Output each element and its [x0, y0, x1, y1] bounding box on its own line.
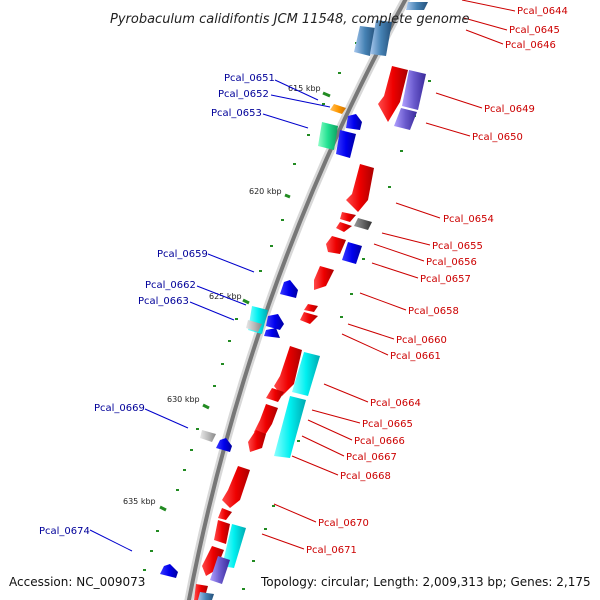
gene-pcal-0666[interactable]: [254, 404, 278, 440]
gene-pcal-0665[interactable]: [266, 388, 284, 402]
gene-pcal-0649-b[interactable]: [402, 70, 426, 110]
gene-label-pcal-0670[interactable]: Pcal_0670: [318, 518, 369, 529]
gene-pcal-0659[interactable]: [280, 280, 298, 298]
gene-pcal-0661[interactable]: [300, 312, 318, 324]
gene-label-pcal-0656[interactable]: Pcal_0656: [426, 257, 477, 268]
scale-tick-label: 635 kbp: [123, 497, 156, 506]
scale-tick-label: 630 kbp: [167, 395, 200, 404]
major-ticks: [159, 91, 331, 512]
reverse-leader-lines: [89, 79, 331, 552]
gene-pcal-0670[interactable]: [222, 466, 250, 508]
gene-pcal-0671[interactable]: [218, 508, 232, 520]
gene-label-pcal-0659[interactable]: Pcal_0659: [157, 249, 208, 260]
gene-pcal-0663-b[interactable]: [264, 328, 280, 338]
gene-pcal-0644[interactable]: [406, 2, 428, 10]
gene-pcal-0657-b[interactable]: [342, 242, 362, 264]
gene-label-pcal-0645[interactable]: Pcal_0645: [509, 25, 560, 36]
gene-pcal-0655-b[interactable]: [354, 218, 372, 230]
gene-label-pcal-0644[interactable]: Pcal_0644: [517, 6, 568, 17]
forward-leader-lines: [261, 0, 516, 550]
gene-pcal-0658[interactable]: [314, 266, 334, 290]
gene-pcal-0653-b[interactable]: [336, 130, 356, 158]
gene-label-pcal-0651[interactable]: Pcal_0651: [224, 73, 275, 84]
gene-label-pcal-0674[interactable]: Pcal_0674: [39, 526, 90, 537]
gene-pcal-0676[interactable]: [198, 592, 214, 600]
gene-label-pcal-0663[interactable]: Pcal_0663: [138, 296, 189, 307]
topology-text: Topology: circular; Length: 2,009,313 bp…: [260, 575, 591, 589]
gene-label-pcal-0671[interactable]: Pcal_0671: [306, 545, 357, 556]
gene-pcal-0668[interactable]: [248, 430, 266, 452]
gene-pcal-0657[interactable]: [326, 236, 346, 254]
reverse-genes: [160, 20, 392, 578]
gene-pcal-0655[interactable]: [340, 212, 356, 222]
gene-pcal-0669-b[interactable]: [216, 438, 232, 452]
gene-label-pcal-0661[interactable]: Pcal_0661: [390, 351, 441, 362]
gene-pcal-0653-a[interactable]: [346, 114, 362, 130]
gene-label-pcal-0668[interactable]: Pcal_0668: [340, 471, 391, 482]
gene-pcal-0649[interactable]: [378, 66, 408, 122]
map-title: Pyrobaculum calidifontis JCM 11548, comp…: [110, 12, 470, 27]
gene-label-pcal-0650[interactable]: Pcal_0650: [472, 132, 523, 143]
gene-label-pcal-0657[interactable]: Pcal_0657: [420, 274, 471, 285]
gene-label-pcal-0664[interactable]: Pcal_0664: [370, 398, 421, 409]
gene-label-pcal-0652[interactable]: Pcal_0652: [218, 89, 269, 100]
gene-pcal-0653[interactable]: [318, 122, 338, 150]
gene-pcal-0645[interactable]: [354, 26, 376, 56]
gene-pcal-0660[interactable]: [304, 304, 318, 312]
gene-pcal-0663-c[interactable]: [246, 320, 262, 332]
gene-pcal-0673[interactable]: [210, 556, 230, 584]
gene-pcal-0672[interactable]: [202, 546, 224, 576]
gene-pcal-0664-b[interactable]: [292, 352, 320, 396]
gene-label-pcal-0653[interactable]: Pcal_0653: [211, 108, 262, 119]
scale-tick-label: 615 kbp: [288, 84, 321, 93]
gene-label-pcal-0669[interactable]: Pcal_0669: [94, 403, 145, 414]
gene-pcal-0669[interactable]: [200, 430, 216, 442]
gene-label-pcal-0649[interactable]: Pcal_0649: [484, 104, 535, 115]
gene-pcal-0646[interactable]: [370, 20, 392, 56]
gene-label-pcal-0655[interactable]: Pcal_0655: [432, 241, 483, 252]
gene-pcal-0671-b[interactable]: [214, 520, 230, 544]
gene-label-pcal-0646[interactable]: Pcal_0646: [505, 40, 556, 51]
gene-pcal-0652[interactable]: [330, 104, 346, 114]
gene-label-pcal-0667[interactable]: Pcal_0667: [346, 452, 397, 463]
gene-pcal-0650[interactable]: [394, 108, 417, 130]
gene-label-pcal-0662[interactable]: Pcal_0662: [145, 280, 196, 291]
gene-label-pcal-0658[interactable]: Pcal_0658: [408, 306, 459, 317]
gene-pcal-0674[interactable]: [160, 564, 178, 578]
gene-pcal-0656[interactable]: [336, 222, 352, 232]
gene-pcal-0664[interactable]: [274, 346, 302, 396]
gene-label-pcal-0666[interactable]: Pcal_0666: [354, 436, 405, 447]
gene-label-pcal-0660[interactable]: Pcal_0660: [396, 335, 447, 346]
accession-text: Accession: NC_009073: [9, 575, 145, 589]
genome-backbone-core: [186, 0, 408, 600]
gene-pcal-0663[interactable]: [266, 314, 284, 330]
gene-pcal-0654[interactable]: [346, 164, 374, 212]
scale-tick-label: 620 kbp: [249, 187, 282, 196]
gene-label-pcal-0654[interactable]: Pcal_0654: [443, 214, 494, 225]
gene-label-pcal-0665[interactable]: Pcal_0665: [362, 419, 413, 430]
gene-pcal-0667[interactable]: [274, 396, 306, 458]
gene-pcal-0671-c[interactable]: [222, 524, 246, 568]
forward-genes: [194, 2, 428, 600]
